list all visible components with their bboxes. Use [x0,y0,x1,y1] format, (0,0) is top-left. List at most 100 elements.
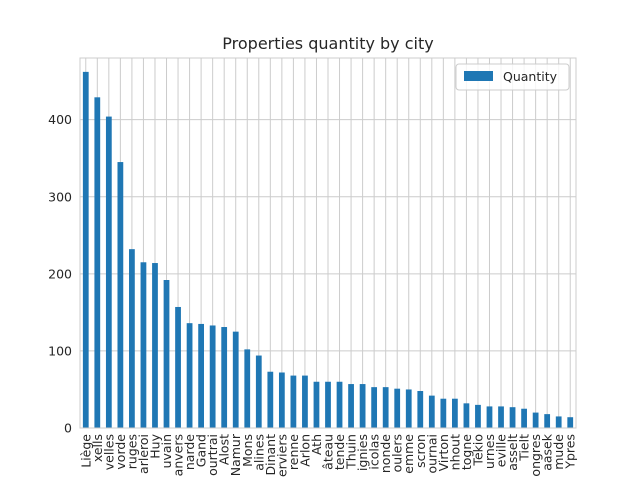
x-tick-label: ournai [424,434,439,474]
x-tick-label: uvain [159,434,174,468]
bar [394,388,401,428]
plot-frame [79,57,577,429]
bar [325,381,331,428]
bar [163,280,170,428]
y-axis-ticks: 0 100 200 300 400 [48,112,72,435]
bar [198,323,204,428]
bar [209,325,216,428]
bar [105,116,112,428]
bar [302,375,308,428]
x-tick-label: ourtrai [205,434,220,476]
x-tick-label: icolas [367,434,382,470]
bar [267,371,274,428]
bar [278,372,285,428]
bar [290,375,297,428]
x-tick-label: narde [182,434,197,470]
legend: Quantity [455,63,570,91]
x-tick-label: emme [401,434,416,474]
x-tick-label: nhout [447,434,462,470]
y-tick-label: 200 [48,266,72,281]
y-tick-label: 0 [64,421,72,436]
x-tick-label: tende [332,434,347,470]
x-tick-label: Ath [309,434,324,455]
x-tick-label: asselt [505,434,520,471]
bar [175,306,181,428]
bar [82,71,89,428]
chart-title: Properties quantity by city [222,34,433,53]
x-tick-label: oulers [390,434,405,472]
bar [232,331,239,428]
bar [221,327,228,428]
x-tick-label: Ypres [563,434,578,470]
x-tick-label: Mons [240,434,255,467]
bar [498,406,504,428]
x-tick-label: Arlon [297,434,312,467]
x-tick-label: Tielt [517,434,532,462]
bar [475,404,481,428]
bar [129,249,135,428]
y-tick-label: 400 [48,112,72,127]
x-tick-label: Tekio [470,434,485,467]
bar [417,391,424,428]
x-tick-label: urnes [482,434,497,469]
bar [348,384,354,428]
x-tick-label: Virton [436,434,451,471]
x-tick-label: renne [286,434,301,470]
bar [186,323,193,428]
x-tick-label: ignies [355,434,370,471]
bar [152,263,158,428]
x-tick-label: Alost [217,434,232,465]
x-tick-label: alines [251,434,266,471]
x-tick-label: vorde [113,434,128,470]
x-tick-label: mude [551,434,566,470]
x-tick-label: Thuin [344,434,359,470]
bar [371,387,378,428]
legend-label: Quantity [503,69,558,84]
x-tick-label: togne [459,434,474,470]
bar [521,408,527,428]
bars [82,71,574,428]
x-tick-label: ongres [528,434,543,477]
legend-swatch [464,71,493,81]
bar [255,355,262,428]
x-axis-ticks: LiègexellsvellesvorderugesarleroiHuyuvai… [78,433,577,477]
x-tick-label: nonde [378,434,393,473]
bar [509,407,516,428]
x-tick-label: anvers [171,434,186,476]
bar [140,262,147,428]
x-tick-label: scron [413,434,428,468]
x-tick-label: erviers [274,434,289,477]
x-tick-label: Liège [78,434,93,468]
x-tick-label: ruges [124,434,139,469]
x-tick-label: Huy [147,433,162,458]
bar [94,97,101,428]
bar [428,395,435,428]
bar [532,412,539,428]
x-tick-label: Dinant [263,434,278,476]
y-tick-label: 300 [48,189,72,204]
bar [452,398,458,428]
x-tick-label: Gand [194,434,209,467]
bar [405,389,412,428]
bar [440,398,447,428]
y-tick-label: 100 [48,343,72,358]
bar [555,416,562,428]
bar [117,162,124,428]
bar [336,381,343,428]
x-tick-label: Namur [228,433,243,476]
bar [567,417,574,428]
bar [359,384,366,428]
x-tick-label: arleroi [136,434,151,474]
x-tick-label: aasek [540,433,555,471]
bar [313,381,320,428]
x-tick-label: âteau [321,434,336,470]
bar [544,414,551,428]
bar [463,403,470,428]
x-tick-label: eville [494,434,509,468]
bar [382,387,389,428]
bar [486,406,493,428]
bar [244,349,251,428]
x-tick-label: velles [101,434,116,470]
legend-box [455,63,570,91]
